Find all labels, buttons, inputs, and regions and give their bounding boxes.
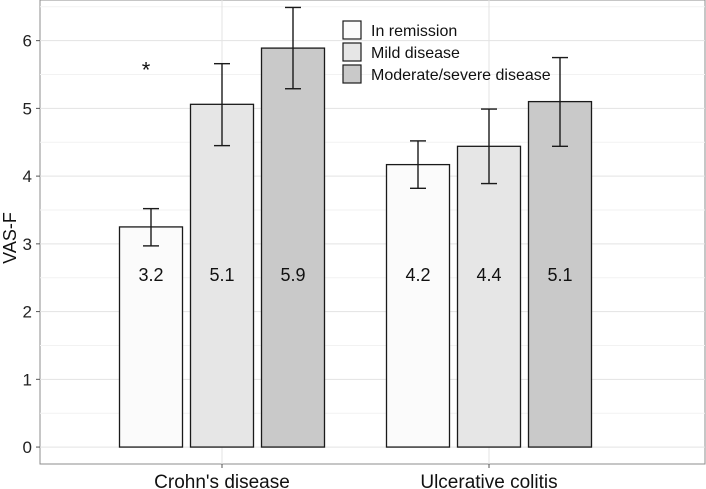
bar: [385, 163, 451, 448]
x-category-label: Ulcerative colitis: [420, 472, 557, 489]
bar: [456, 145, 522, 448]
bar: [527, 100, 593, 448]
bar-value-label: 3.2: [138, 265, 163, 285]
bar: [260, 47, 326, 448]
legend-swatch: [342, 64, 362, 84]
legend-swatch: [342, 42, 362, 62]
bar-value-label: 5.1: [547, 265, 572, 285]
y-tick-label: 5: [23, 99, 32, 118]
x-category-label: Crohn's disease: [154, 472, 290, 489]
y-tick-label: 4: [23, 167, 32, 186]
bar-value-label: 5.1: [209, 265, 234, 285]
legend-swatch: [342, 20, 362, 40]
bar-value-label: 5.9: [280, 265, 305, 285]
y-tick-label: 2: [23, 303, 32, 322]
bar-value-label: 4.4: [476, 265, 501, 285]
legend-label: In remission: [371, 23, 457, 40]
legend-label: Moderate/severe disease: [371, 67, 551, 84]
significance-asterisk: *: [142, 58, 151, 83]
axis-layer: 0 1 2 3 4 5 6 Crohn's disease Ulcerative colitis: [23, 32, 558, 489]
y-tick-label: 6: [23, 32, 32, 51]
labels-layer: 3.2 5.1 5.9 4.2 4.4 5.1 *: [138, 58, 572, 286]
y-tick-label: 0: [23, 438, 32, 457]
legend-label: Mild disease: [371, 45, 460, 62]
y-axis-title: VAS-F: [0, 212, 20, 264]
bar: [118, 226, 184, 448]
y-tick-label: 3: [23, 235, 32, 254]
errors-layer: [143, 6, 568, 247]
bars-layer: [118, 47, 593, 448]
legend: In remission Mild disease Moderate/severe …: [342, 20, 551, 84]
bar: [189, 103, 255, 448]
bar-value-label: 4.2: [405, 265, 430, 285]
y-tick-label: 1: [23, 370, 32, 389]
